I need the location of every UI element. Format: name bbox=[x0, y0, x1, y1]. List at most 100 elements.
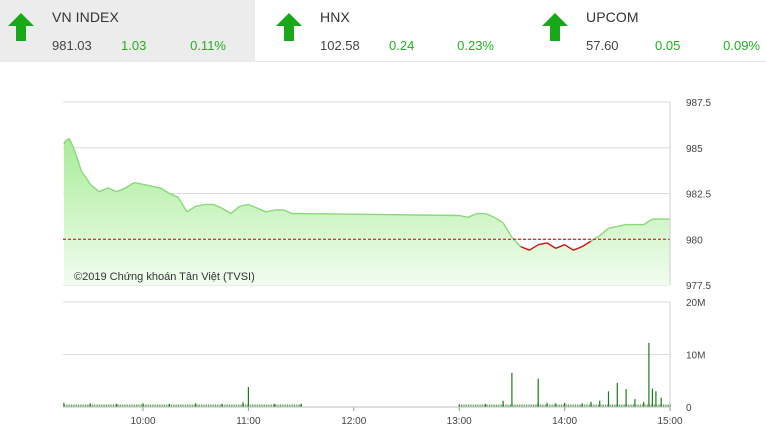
volume-bar bbox=[76, 404, 78, 407]
volume-bar bbox=[88, 404, 90, 407]
volume-bar bbox=[127, 404, 129, 407]
volume-bar bbox=[146, 404, 148, 407]
volume-bar bbox=[590, 401, 592, 408]
volume-bar bbox=[213, 404, 215, 407]
volume-bar bbox=[617, 404, 619, 407]
volume-bar bbox=[299, 404, 301, 407]
volume-bar bbox=[527, 404, 529, 407]
volume-bar bbox=[496, 404, 497, 407]
ticker-percent: 0.11% bbox=[190, 38, 226, 53]
volume-bar bbox=[461, 404, 462, 407]
price-line-segment bbox=[283, 209, 293, 215]
volume-bar bbox=[183, 404, 185, 407]
price-line-segment bbox=[68, 138, 74, 147]
arrow-up-icon bbox=[276, 13, 302, 41]
price-line-segment bbox=[75, 154, 83, 172]
volume-bar bbox=[294, 404, 295, 407]
price-line-segment bbox=[529, 244, 539, 251]
volume-bar bbox=[109, 404, 111, 407]
volume-bar bbox=[158, 404, 160, 407]
intraday-chart: 987.5 985 982.5 980 977.5 ©2019 Chứng khoán … bbox=[63, 98, 711, 427]
ticker-upcom[interactable]: UPCOM 57.60 0.05 0.09% bbox=[534, 0, 766, 62]
price-line-segment bbox=[555, 244, 565, 250]
volume-bar bbox=[541, 404, 543, 407]
volume-bar bbox=[192, 404, 194, 407]
ticker-hnx[interactable]: HNX 102.58 0.24 0.23% bbox=[268, 0, 523, 62]
price-line-segment bbox=[195, 203, 205, 207]
volume-bars bbox=[63, 342, 671, 408]
volume-bar bbox=[571, 404, 573, 407]
volume-bar bbox=[176, 404, 178, 407]
volume-bar bbox=[466, 404, 468, 407]
volume-bar bbox=[627, 404, 629, 407]
volume-bar bbox=[139, 404, 141, 407]
volume-bar bbox=[211, 404, 213, 407]
ticker-price: 57.60 bbox=[586, 38, 619, 53]
price-fill bbox=[63, 138, 670, 285]
volume-bar bbox=[511, 372, 513, 407]
volume-grid bbox=[63, 301, 670, 408]
volume-bar bbox=[202, 404, 204, 407]
volume-bar bbox=[484, 403, 487, 407]
price-line-segment bbox=[573, 245, 583, 251]
volume-bar bbox=[106, 404, 107, 407]
volume-bar bbox=[599, 400, 601, 407]
volume-bar bbox=[610, 404, 612, 407]
ticker-change: 1.03 bbox=[121, 38, 147, 53]
volume-bar bbox=[301, 404, 302, 407]
volume-bar bbox=[208, 404, 209, 407]
volume-bar bbox=[169, 404, 171, 407]
volume-bar bbox=[248, 404, 250, 407]
time-tick-label: 13:00 bbox=[447, 416, 472, 427]
volume-bar bbox=[107, 404, 109, 407]
volume-bar bbox=[648, 404, 650, 407]
ticker-vn-index[interactable]: VN INDEX 981.03 1.03 0.11% bbox=[0, 0, 255, 62]
volume-bar bbox=[598, 404, 599, 407]
volume-bar bbox=[508, 404, 510, 407]
volume-bar bbox=[464, 404, 466, 407]
volume-bar bbox=[295, 404, 297, 407]
volume-bar bbox=[215, 404, 216, 407]
volume-bar bbox=[499, 404, 501, 407]
volume-bar bbox=[655, 391, 657, 408]
volume-bar bbox=[150, 404, 151, 407]
volume-bar bbox=[141, 404, 143, 407]
volume-bar bbox=[188, 404, 190, 407]
volume-bar bbox=[269, 404, 271, 407]
volume-bar bbox=[237, 404, 239, 407]
volume-bar bbox=[280, 404, 281, 407]
ticker-bar: VN INDEX 981.03 1.03 0.11% HNX 102.58 0.… bbox=[0, 0, 766, 62]
volume-bar bbox=[575, 404, 576, 407]
volume-bar bbox=[478, 404, 480, 407]
volume-bar bbox=[585, 404, 587, 407]
volume-bar bbox=[278, 404, 280, 407]
volume-bar bbox=[186, 404, 188, 407]
volume-bar bbox=[222, 404, 223, 407]
volume-bar bbox=[162, 404, 164, 407]
volume-bar bbox=[578, 404, 580, 407]
volume-bar bbox=[506, 404, 508, 407]
volume-bar bbox=[591, 404, 592, 407]
volume-bar bbox=[564, 404, 566, 407]
volume-bar bbox=[612, 404, 613, 407]
volume-bar bbox=[624, 404, 626, 407]
price-line-segment bbox=[617, 223, 627, 228]
volume-bar bbox=[201, 404, 202, 407]
volume-bar bbox=[153, 404, 155, 407]
ticker-price: 102.58 bbox=[320, 38, 360, 53]
price-line-segment bbox=[485, 212, 495, 218]
volume-bar bbox=[494, 404, 496, 407]
price-line-segment bbox=[459, 214, 469, 218]
volume-bar bbox=[492, 404, 494, 407]
volume-bar bbox=[638, 404, 640, 407]
price-line-segment bbox=[116, 187, 126, 193]
volume-bar bbox=[244, 404, 246, 407]
volume-bar bbox=[529, 404, 531, 407]
volume-bar bbox=[239, 404, 241, 407]
volume-bar bbox=[619, 404, 620, 407]
volume-bar bbox=[223, 404, 225, 407]
volume-bar bbox=[487, 404, 489, 407]
volume-bar bbox=[274, 403, 276, 407]
volume-bar bbox=[640, 404, 641, 407]
volume-bar bbox=[469, 404, 471, 407]
